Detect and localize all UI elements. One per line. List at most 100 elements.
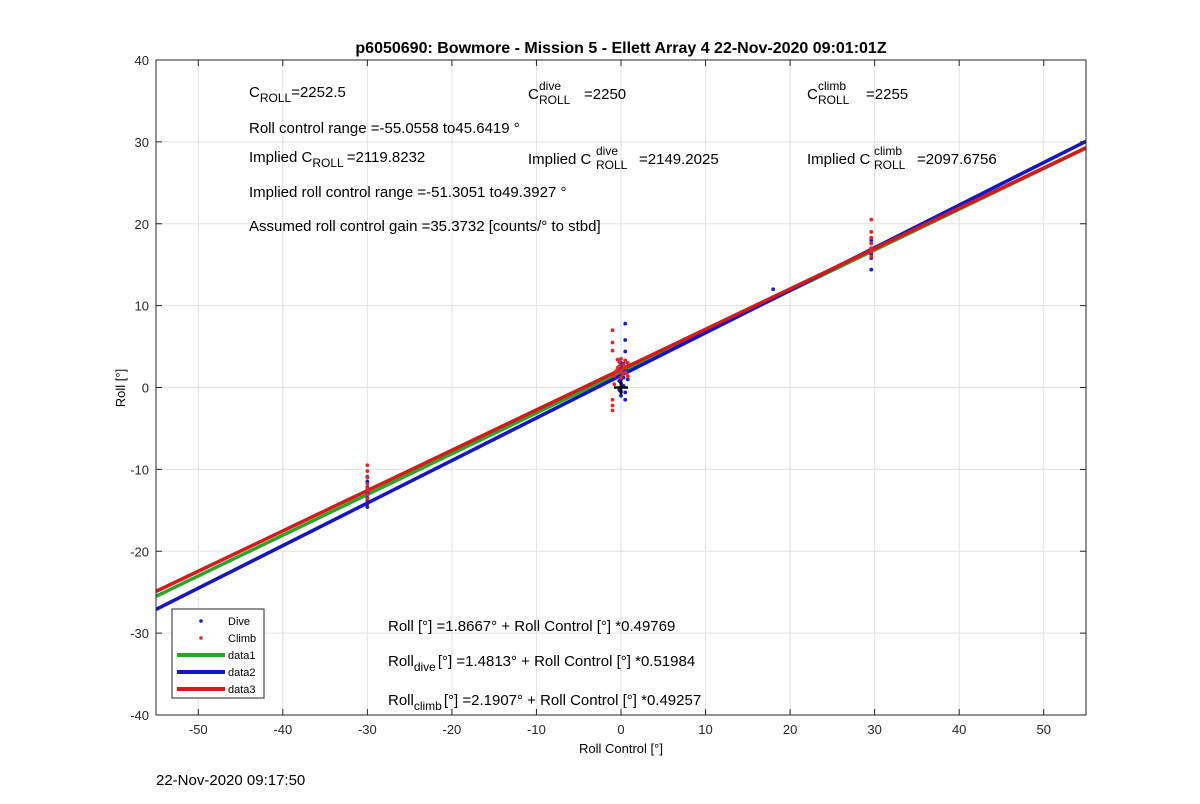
climb-point	[617, 364, 622, 369]
roll-range-annotation: Roll control range =-55.0558 to45.6419 °	[249, 120, 520, 137]
x-tick-label: -20	[443, 722, 462, 737]
x-tick-label: -50	[189, 722, 208, 737]
implied-c-roll-dive-annotation: Implied C	[528, 151, 592, 168]
climb-point	[869, 254, 874, 259]
chart-title: p6050690: Bowmore - Mission 5 - Ellett A…	[355, 40, 886, 57]
climb-point	[612, 382, 617, 387]
y-tick-label: 10	[135, 299, 149, 314]
legend-climb-swatch	[199, 636, 203, 640]
equation-all: Roll [°] =1.8667° + Roll Control [°] *0.…	[388, 618, 675, 635]
climb-point	[869, 249, 874, 254]
climb-point	[623, 358, 628, 363]
climb-point	[612, 374, 617, 378]
climb-point	[869, 235, 874, 240]
c-roll-climb-annotation: C	[807, 86, 818, 103]
legend-climb-label: Climb	[228, 633, 256, 645]
climb-point	[869, 230, 874, 234]
implied-dive-value: =2149.2025	[639, 151, 719, 168]
c-roll-dive-value: =2250	[584, 86, 626, 103]
implied-range-annotation: Implied roll control range =-51.3051 to4…	[249, 184, 566, 201]
implied-c-roll-climb-annotation: Implied C	[807, 151, 871, 168]
y-tick-label: -10	[130, 462, 149, 477]
y-axis-label: Roll [°]	[113, 369, 128, 407]
climb-point	[365, 475, 370, 480]
equation-dive: Rolldive [°] =1.4813° + Roll Control [°] …	[388, 653, 695, 674]
x-tick-label: -40	[273, 722, 292, 737]
climb-point	[365, 463, 370, 468]
y-tick-label: 40	[135, 53, 149, 68]
gain-annotation: Assumed roll control gain =35.3732 [coun…	[249, 218, 601, 235]
y-tick-label: 30	[135, 135, 149, 150]
climb-point	[614, 369, 618, 374]
legend-data2-label: data2	[228, 667, 256, 679]
implied-climb-sup: climb	[874, 144, 902, 158]
y-tick-label: 20	[135, 217, 149, 232]
climb-point	[869, 246, 874, 251]
climb-point	[365, 492, 370, 497]
y-tick-label: -30	[130, 626, 149, 641]
climb-point	[610, 340, 615, 345]
implied-dive-sub: ROLL	[596, 158, 628, 172]
x-tick-label: 10	[698, 722, 712, 737]
dive-point	[623, 390, 628, 395]
y-tick-label: -20	[130, 544, 149, 559]
climb-point	[610, 403, 615, 408]
dive-point	[365, 505, 370, 509]
legend: Dive Climb data1 data2 data3	[171, 608, 265, 699]
legend-dive-label: Dive	[228, 616, 250, 628]
x-tick-label: 30	[867, 722, 881, 737]
climb-point	[619, 375, 623, 380]
climb-point	[610, 397, 615, 402]
implied-climb-sub: ROLL	[874, 158, 906, 172]
dive-point	[623, 338, 628, 342]
dive-point	[623, 397, 628, 402]
x-tick-label: 50	[1036, 722, 1050, 737]
c-roll-annotation: CROLL=2252.5	[249, 84, 346, 105]
dive-point	[365, 501, 370, 506]
climb-point	[610, 348, 615, 353]
x-tick-label: -30	[358, 722, 377, 737]
c-roll-climb-sup: climb	[818, 79, 846, 93]
climb-point	[625, 361, 630, 365]
equation-climb: Rollclimb [°] =2.1907° + Roll Control [°]…	[388, 692, 701, 713]
climb-point	[365, 469, 370, 473]
y-tick-label: 0	[142, 381, 149, 396]
c-roll-dive-sup: dive	[539, 79, 561, 93]
climb-point	[619, 356, 623, 361]
climb-point	[365, 496, 370, 501]
climb-point	[610, 328, 615, 333]
x-tick-label: 20	[783, 722, 797, 737]
legend-data1-label: data1	[228, 650, 256, 662]
climb-point	[610, 408, 615, 413]
implied-climb-value: =2097.6756	[917, 151, 997, 168]
climb-point	[625, 374, 630, 378]
dive-point	[623, 349, 628, 354]
implied-c-roll-annotation: Implied CROLL =2119.8232	[249, 149, 425, 170]
dive-point	[619, 393, 623, 398]
climb-point	[620, 372, 625, 377]
x-tick-label: -10	[527, 722, 546, 737]
climb-point	[617, 360, 622, 365]
climb-point	[365, 482, 370, 487]
dive-point	[869, 267, 874, 272]
legend-data3-label: data3	[228, 684, 256, 696]
y-tick-label: -40	[130, 708, 149, 723]
origin-marker	[614, 380, 628, 395]
climb-point	[869, 217, 874, 222]
scatter-points	[365, 217, 874, 509]
print-timestamp: 22-Nov-2020 09:17:50	[156, 772, 306, 789]
x-tick-label: 0	[617, 722, 624, 737]
climb-point	[365, 488, 370, 493]
c-roll-climb-value: =2255	[866, 86, 908, 103]
dive-point	[623, 321, 628, 326]
c-roll-dive-annotation: C	[528, 86, 539, 103]
legend-dive-swatch	[199, 619, 203, 623]
x-tick-label: 40	[952, 722, 966, 737]
x-axis-label: Roll Control [°]	[579, 741, 663, 756]
dive-point	[771, 287, 776, 292]
implied-dive-sup: dive	[596, 144, 618, 158]
c-roll-dive-sub: ROLL	[539, 93, 571, 107]
climb-point	[624, 370, 628, 375]
climb-point	[869, 241, 874, 246]
